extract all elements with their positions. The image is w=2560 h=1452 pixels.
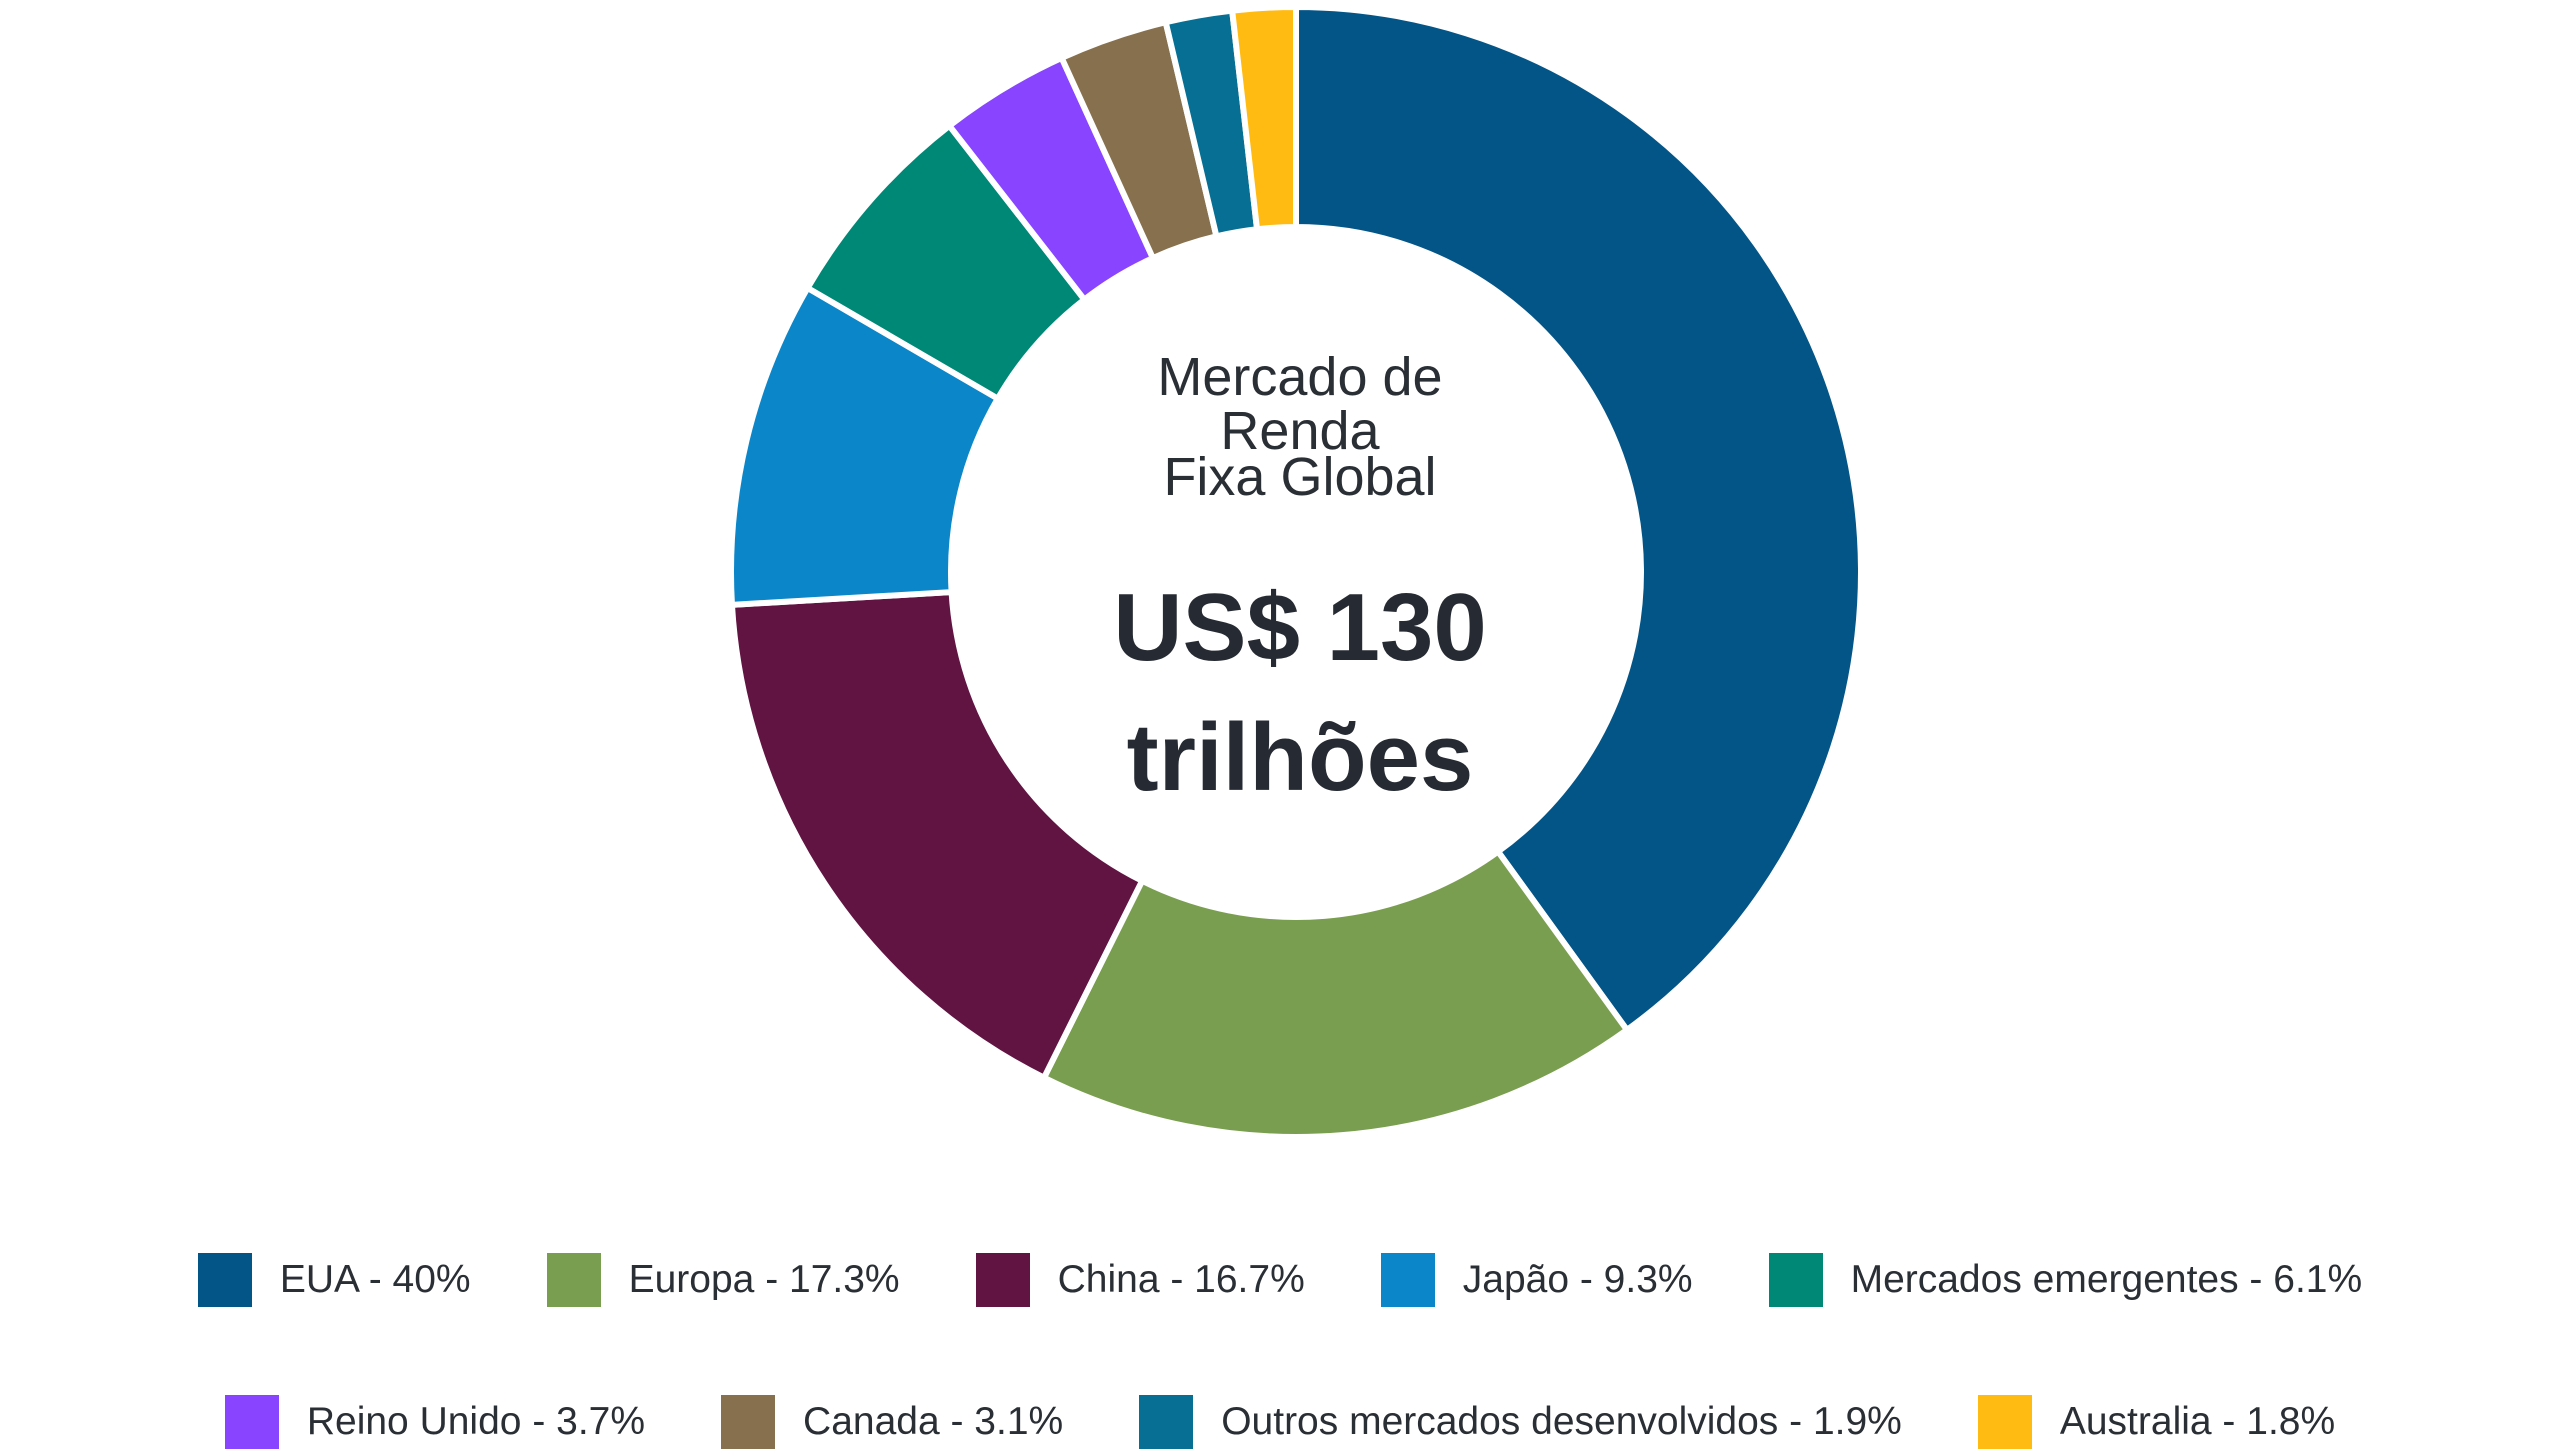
legend-item: Reino Unido - 3.7%	[224, 1395, 646, 1449]
center-total-value: US$ 130	[1113, 574, 1487, 681]
donut-slice-europa	[1039, 847, 1632, 1140]
legend-label: Mercados emergentes - 6.1%	[1850, 1258, 2363, 1301]
legend-label: Outros mercados desenvolvidos - 1.9%	[1221, 1400, 1902, 1443]
legend-swatch	[1977, 1395, 2032, 1449]
legend-row-2: Reino Unido - 3.7% Canada - 3.1% Outros …	[0, 1392, 2560, 1452]
donut-chart	[728, 3, 1865, 1140]
center-title-line2: Fixa Global	[1163, 447, 1437, 507]
donut-slice-eua	[1293, 3, 1865, 1035]
legend-label: China - 16.7%	[1057, 1258, 1305, 1301]
legend-item: Canada - 3.1%	[721, 1395, 1063, 1449]
legend-label: Japão - 9.3%	[1462, 1258, 1693, 1301]
legend-label: Europa - 17.3%	[628, 1258, 900, 1301]
legend-label: Reino Unido - 3.7%	[306, 1400, 646, 1443]
legend-label: Canada - 3.1%	[803, 1400, 1064, 1443]
legend-item: Australia - 1.8%	[1977, 1395, 2336, 1449]
legend-swatch	[546, 1253, 601, 1307]
legend-swatch	[975, 1253, 1030, 1307]
legend-swatch	[1139, 1395, 1194, 1449]
donut-slice-australia	[1228, 3, 1299, 233]
legend-row-1: EUA - 40% Europa - 17.3% China - 16.7% J…	[0, 1250, 2560, 1310]
legend-swatch	[1768, 1253, 1823, 1307]
legend-item: Mercados emergentes - 6.1%	[1768, 1253, 2363, 1307]
legend-swatch	[197, 1253, 252, 1307]
legend-item: Europa - 17.3%	[546, 1253, 900, 1307]
donut-slice-china	[728, 588, 1147, 1082]
legend-swatch	[224, 1395, 279, 1449]
legend-item: Japão - 9.3%	[1380, 1253, 1693, 1307]
center-title-line1: Mercado de Renda	[1157, 347, 1443, 461]
legend-label: EUA - 40%	[279, 1258, 471, 1301]
legend-swatch	[721, 1395, 776, 1449]
legend-swatch	[1380, 1253, 1435, 1307]
legend-item: Outros mercados desenvolvidos - 1.9%	[1139, 1395, 1902, 1449]
legend-item: China - 16.7%	[975, 1253, 1305, 1307]
legend-item: EUA - 40%	[197, 1253, 471, 1307]
center-total-unit: trilhões	[1126, 704, 1474, 811]
legend-label: Australia - 1.8%	[2059, 1400, 2336, 1443]
